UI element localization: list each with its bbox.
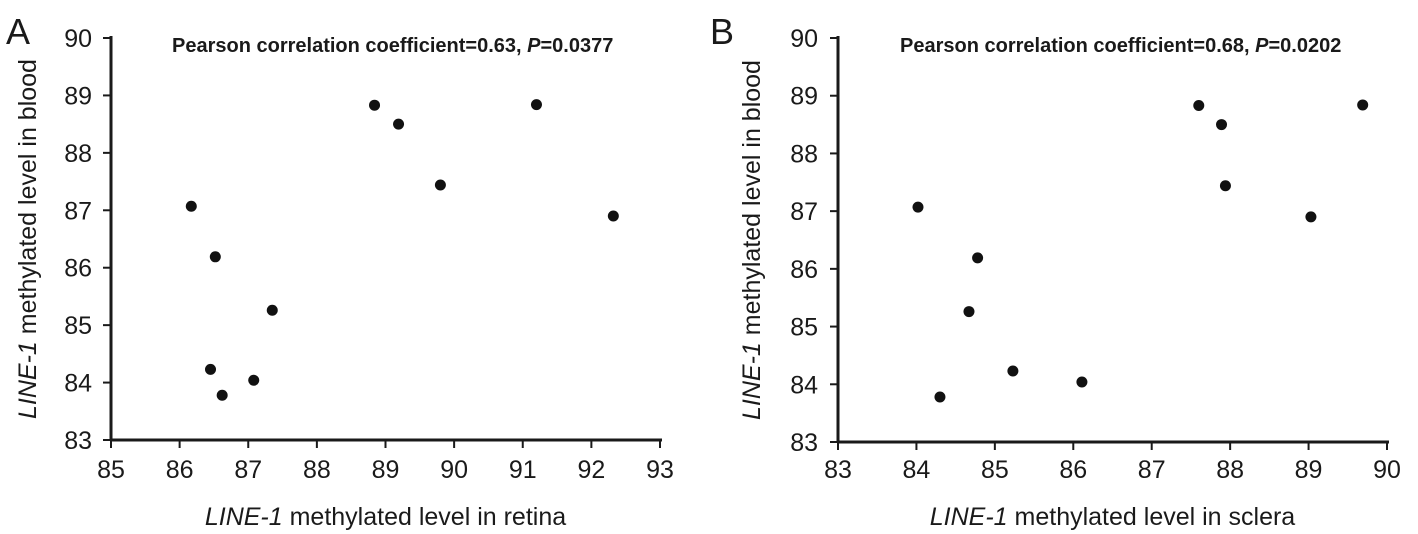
data-point <box>1216 119 1228 131</box>
y-tick-label: 83 <box>64 427 92 455</box>
p-label: P <box>527 35 541 57</box>
data-point <box>205 363 217 375</box>
data-point <box>934 391 946 403</box>
x-tick-label: 90 <box>440 456 468 484</box>
data-point <box>216 389 228 401</box>
data-point <box>369 99 381 111</box>
y-tick-label: 88 <box>64 140 92 168</box>
y-tick-label: 84 <box>64 370 92 398</box>
correlation-annotation: Pearson correlation coefficient=0.68, P=… <box>900 35 1341 57</box>
y-axis-label: LINE-1 methylated level in blood <box>14 59 42 419</box>
x-tick-label: 85 <box>981 456 1009 484</box>
data-point <box>912 201 924 213</box>
data-point <box>972 252 984 264</box>
x-axis-label: LINE-1 methylated level in sclera <box>930 503 1296 531</box>
p-label: P <box>1255 35 1269 57</box>
data-point <box>530 99 542 111</box>
data-point <box>209 251 221 263</box>
x-tick-label: 90 <box>1373 456 1401 484</box>
scatter-panel-a: A Pearson correlation coefficient=0.63, P… <box>6 11 674 531</box>
x-tick-label: 88 <box>303 456 331 484</box>
correlation-text: Pearson correlation coefficient=0.68, <box>900 35 1255 57</box>
data-point <box>1007 365 1019 377</box>
x-tick-label: 89 <box>372 456 400 484</box>
data-point <box>1219 180 1231 192</box>
x-tick-label: 89 <box>1295 456 1323 484</box>
y-tick-label: 89 <box>790 83 818 111</box>
y-tick-label: 84 <box>790 371 818 399</box>
data-point <box>607 210 619 222</box>
panel-letter: A <box>6 11 30 52</box>
y-tick-label: 87 <box>64 197 92 225</box>
y-tick-label: 90 <box>790 25 818 53</box>
y-tick-label: 85 <box>790 314 818 342</box>
y-tick-label: 90 <box>64 25 92 53</box>
y-tick-label: 86 <box>64 255 92 283</box>
y-tick-label: 86 <box>790 256 818 284</box>
x-tick-label: 91 <box>509 456 537 484</box>
data-point <box>185 200 197 212</box>
p-value: =0.0377 <box>540 35 613 57</box>
x-tick-label: 84 <box>903 456 931 484</box>
y-tick-label: 88 <box>790 140 818 168</box>
y-tick-label: 89 <box>64 82 92 110</box>
x-tick-label: 92 <box>577 456 605 484</box>
x-tick-label: 87 <box>1138 456 1166 484</box>
data-point <box>248 374 260 386</box>
x-tick-label: 83 <box>824 456 852 484</box>
correlation-annotation: Pearson correlation coefficient=0.63, P=… <box>172 35 613 57</box>
y-tick-label: 83 <box>790 429 818 457</box>
data-point <box>1305 211 1317 223</box>
data-point <box>1076 376 1088 388</box>
data-point <box>963 306 975 318</box>
correlation-text: Pearson correlation coefficient=0.63, <box>172 35 527 57</box>
data-point <box>1193 100 1205 112</box>
data-point <box>434 179 446 191</box>
x-tick-label: 88 <box>1216 456 1244 484</box>
y-tick-label: 85 <box>64 312 92 340</box>
x-tick-label: 86 <box>1059 456 1087 484</box>
data-point <box>393 118 405 130</box>
y-axis-label: LINE-1 methylated level in blood <box>738 60 766 420</box>
x-tick-label: 86 <box>166 456 194 484</box>
x-tick-label: 87 <box>234 456 262 484</box>
y-tick-label: 87 <box>790 198 818 226</box>
panel-letter: B <box>710 11 734 52</box>
data-point <box>266 304 278 316</box>
x-tick-label: 85 <box>97 456 125 484</box>
x-axis-label: LINE-1 methylated level in retina <box>205 503 566 531</box>
p-value: =0.0202 <box>1268 35 1341 57</box>
data-point <box>1357 99 1369 111</box>
scatter-panel-b: B Pearson correlation coefficient=0.68, P… <box>710 11 1401 531</box>
x-tick-label: 93 <box>646 456 674 484</box>
